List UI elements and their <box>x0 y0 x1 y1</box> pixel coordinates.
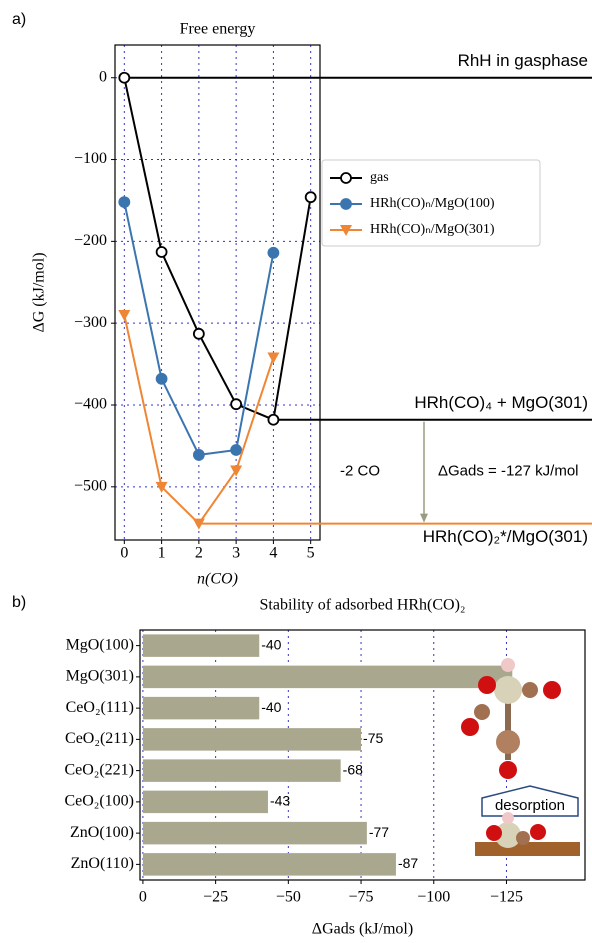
y-tick-label: CeO₂(211) <box>65 730 134 747</box>
data-point <box>268 415 278 425</box>
data-point <box>267 353 279 364</box>
data-point <box>231 445 241 455</box>
figure: a)Free energy0−100−200−300−400−500012345… <box>0 0 592 943</box>
legend-label: HRh(CO)ₙ/MgO(301) <box>370 222 495 237</box>
inset-molecule <box>461 658 580 856</box>
bar <box>143 853 396 876</box>
value-label: -68 <box>343 761 363 777</box>
value-label: -40 <box>261 636 281 652</box>
y-tick-label: −400 <box>74 396 107 413</box>
reference-label: RhH in gasphase <box>458 51 588 70</box>
data-point <box>119 73 129 83</box>
bar <box>143 822 367 845</box>
value-label: -77 <box>369 824 389 840</box>
data-point <box>119 197 129 207</box>
data-point <box>194 450 204 460</box>
inset-label: desorption <box>495 797 565 814</box>
value-label: -75 <box>363 730 383 746</box>
x-tick-label: 1 <box>158 545 166 562</box>
y-tick-label: ZnO(100) <box>70 824 134 841</box>
x-tick-label: 4 <box>269 545 277 562</box>
reference-label: HRh(CO)₄ + MgO(301) <box>414 393 588 412</box>
x-tick-label: 0 <box>120 545 128 562</box>
x-tick-label: 3 <box>232 545 240 562</box>
x-axis-label: n(CO) <box>197 571 238 588</box>
legend-label: gas <box>370 170 389 185</box>
y-tick-label: MgO(100) <box>66 636 134 653</box>
panel-label: a) <box>12 11 26 28</box>
y-tick-label: 0 <box>99 68 107 85</box>
reference-label: HRh(CO)₂*/MgO(301) <box>423 527 588 546</box>
y-tick-label: −300 <box>74 314 107 331</box>
data-point <box>118 310 130 321</box>
bar <box>143 666 512 689</box>
x-tick-label: −25 <box>203 889 228 906</box>
series-line <box>124 78 310 420</box>
bar <box>143 759 341 782</box>
x-tick-label: −75 <box>349 889 374 906</box>
legend-marker <box>341 173 351 183</box>
y-tick-label: −200 <box>74 232 107 249</box>
data-point <box>157 247 167 257</box>
bar <box>143 728 361 751</box>
legend-marker <box>341 199 351 209</box>
data-point <box>157 374 167 384</box>
data-point <box>231 399 241 409</box>
y-tick-label: −100 <box>74 150 107 167</box>
y-tick-label: MgO(301) <box>66 668 134 685</box>
x-tick-label: −50 <box>276 889 301 906</box>
x-tick-label: −125 <box>490 889 523 906</box>
x-tick-label: 0 <box>139 889 147 906</box>
y-tick-label: ZnO(110) <box>71 855 134 872</box>
data-point <box>306 192 316 202</box>
value-label: -87 <box>398 855 418 871</box>
bar <box>143 697 259 720</box>
panel-label: b) <box>12 594 26 611</box>
y-tick-label: CeO₂(100) <box>64 793 134 810</box>
x-axis-label: ΔGads (kJ/mol) <box>312 921 413 938</box>
value-label: -43 <box>270 793 290 809</box>
legend-label: HRh(CO)ₙ/MgO(100) <box>370 196 495 211</box>
value-label: -40 <box>261 699 281 715</box>
y-tick-label: CeO₂(111) <box>66 699 134 716</box>
chart-title: Stability of adsorbed HRh(CO)₂ <box>260 597 466 614</box>
y-tick-label: −500 <box>74 477 107 494</box>
bar <box>143 634 259 657</box>
x-tick-label: 2 <box>195 545 203 562</box>
y-axis-label: ΔG (kJ/mol) <box>31 252 48 332</box>
data-point <box>268 248 278 258</box>
arrow-head <box>420 514 428 523</box>
bar <box>143 791 268 814</box>
x-tick-label: 5 <box>307 545 315 562</box>
annotation: -2 CO <box>340 463 380 480</box>
chart-title: Free energy <box>180 21 256 38</box>
annotation: ΔGads = -127 kJ/mol <box>438 463 579 480</box>
plot-frame <box>115 45 320 540</box>
y-tick-label: CeO₂(221) <box>64 761 134 778</box>
x-tick-label: −100 <box>417 889 450 906</box>
data-point <box>194 329 204 339</box>
